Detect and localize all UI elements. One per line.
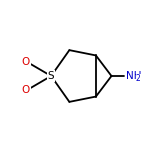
- Text: 2: 2: [136, 74, 140, 83]
- Text: NH: NH: [126, 71, 142, 81]
- Text: S: S: [48, 71, 54, 81]
- Text: O: O: [21, 85, 30, 95]
- Text: O: O: [21, 57, 30, 67]
